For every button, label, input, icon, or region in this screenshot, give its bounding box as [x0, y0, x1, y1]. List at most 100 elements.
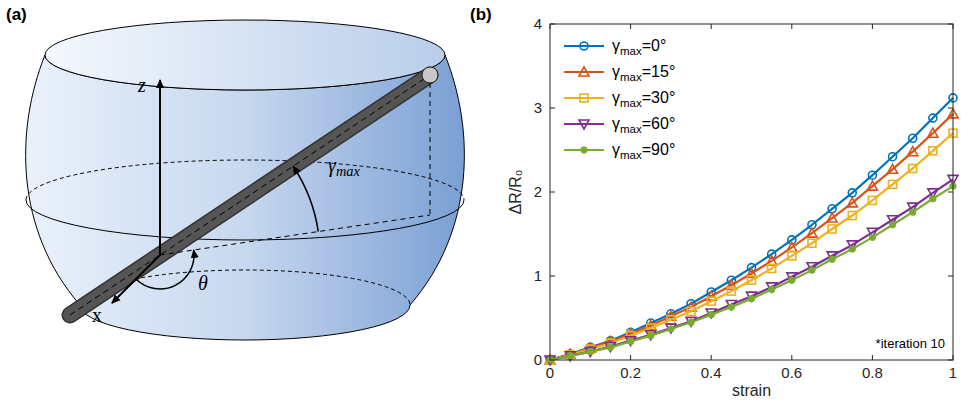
tick-label: 0.8 — [862, 364, 883, 381]
legend-label: γmax=0° — [612, 37, 666, 57]
tick — [872, 24, 873, 29]
series-line — [550, 186, 953, 360]
annotation: *iteration 10 — [876, 336, 945, 351]
rod-body — [70, 75, 430, 315]
legend-label: γmax=60° — [612, 115, 675, 135]
point — [908, 147, 918, 156]
point — [789, 277, 795, 283]
tick — [791, 355, 792, 360]
axis-label: x — [92, 304, 102, 326]
chart-panel: (b)00.20.40.60.8101234strainΔR/R₀γmax=0°… — [470, 5, 958, 399]
tick-label: 0 — [546, 364, 554, 381]
point — [807, 228, 817, 237]
point — [827, 213, 837, 222]
point — [686, 317, 696, 326]
tick-label: 0.2 — [620, 364, 641, 381]
point — [788, 252, 796, 260]
diagram-panel: (a)zxθγmax — [6, 5, 464, 340]
tick — [872, 355, 873, 360]
point — [727, 287, 735, 295]
point — [869, 234, 875, 240]
point — [868, 196, 876, 204]
tick — [711, 355, 712, 360]
legend-marker — [579, 67, 589, 76]
gamma-arc — [293, 166, 318, 231]
angle-label: θ — [198, 272, 208, 294]
barrel-top — [45, 20, 445, 90]
tick — [550, 276, 555, 277]
point — [928, 128, 938, 137]
tick — [711, 24, 712, 29]
panel-label: (b) — [470, 5, 492, 24]
tick — [550, 192, 555, 193]
point — [868, 171, 876, 179]
legend-marker — [580, 94, 588, 102]
z-axis — [159, 80, 161, 255]
point — [867, 181, 877, 190]
point — [888, 164, 898, 173]
point — [829, 256, 835, 262]
point — [930, 196, 936, 202]
point — [848, 212, 856, 220]
point — [929, 114, 937, 122]
point — [646, 331, 656, 340]
point — [909, 164, 917, 172]
point — [587, 348, 593, 354]
tick-label: 4 — [534, 15, 542, 32]
rod-axis — [70, 75, 430, 315]
point — [567, 353, 573, 359]
tick — [791, 24, 792, 29]
point — [787, 242, 797, 251]
point — [668, 326, 674, 332]
tick — [550, 108, 555, 109]
point — [585, 348, 595, 357]
tick — [948, 276, 953, 277]
point — [929, 147, 937, 155]
point — [666, 324, 676, 333]
point — [565, 352, 575, 361]
data-layer — [545, 94, 958, 365]
series-line — [550, 179, 953, 360]
legend-label: γmax=30° — [612, 89, 675, 109]
point — [605, 343, 615, 352]
legend-line — [564, 97, 604, 99]
legend-marker — [579, 120, 589, 129]
legend-line — [564, 71, 604, 73]
series-line — [550, 98, 953, 360]
point — [848, 189, 856, 197]
point — [688, 319, 694, 325]
axis-title: ΔR/R₀ — [507, 170, 524, 215]
point — [687, 307, 695, 315]
point — [708, 311, 714, 317]
tick — [630, 24, 631, 29]
point — [889, 180, 897, 188]
tick-label: 3 — [534, 99, 542, 116]
point — [889, 222, 895, 228]
tick-label: 0.4 — [701, 364, 722, 381]
series-line — [550, 133, 953, 360]
tick-label: 2 — [534, 183, 542, 200]
tick-label: 0.6 — [781, 364, 802, 381]
legend-line — [564, 123, 604, 125]
plot-area — [550, 24, 953, 360]
point — [748, 295, 754, 301]
point — [707, 297, 715, 305]
tick — [948, 192, 953, 193]
point — [767, 256, 777, 265]
plot-frame — [550, 24, 953, 360]
point — [910, 209, 916, 215]
axis-title: strain — [732, 382, 771, 399]
angle-label: γmax — [328, 154, 360, 179]
figure: (a)zxθγmax(b)00.20.40.60.8101234strainΔR… — [0, 0, 971, 404]
legend-line — [564, 45, 604, 47]
point — [607, 344, 613, 350]
point — [627, 338, 633, 344]
point — [748, 276, 756, 284]
point — [626, 337, 636, 346]
series-line — [550, 114, 953, 360]
legend-label: γmax=15° — [612, 63, 675, 83]
point — [667, 316, 675, 324]
vertical-drop-line — [430, 83, 431, 215]
point — [889, 153, 897, 161]
legend-marker — [580, 42, 588, 50]
